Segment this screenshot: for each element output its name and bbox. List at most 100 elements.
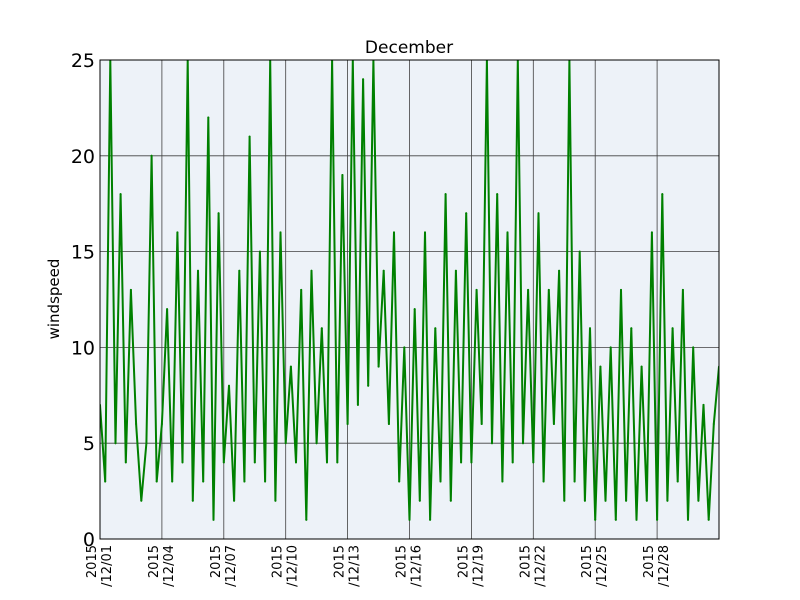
data-point xyxy=(614,518,617,521)
x-tick-date: /12/10 xyxy=(286,545,301,587)
data-point xyxy=(382,269,385,272)
data-point xyxy=(599,365,602,368)
x-tick-year: 2015 xyxy=(333,545,348,578)
data-point xyxy=(258,250,261,253)
data-point xyxy=(222,461,225,464)
x-tick-year: 2015 xyxy=(395,545,410,578)
data-point xyxy=(243,480,246,483)
x-tick-label: 2015/12/10 xyxy=(271,545,301,587)
data-point xyxy=(687,518,689,521)
data-point xyxy=(119,193,122,196)
data-point xyxy=(346,423,349,425)
data-point xyxy=(491,442,493,445)
data-point xyxy=(424,231,426,234)
data-point xyxy=(129,288,132,291)
y-axis: 0 5 10 15 20 25 xyxy=(71,50,95,551)
data-point xyxy=(393,231,395,234)
data-point xyxy=(197,269,199,272)
x-tick-label: 2015/12/16 xyxy=(395,545,425,587)
data-point xyxy=(367,384,370,387)
data-point xyxy=(702,403,705,406)
x-tick-label: 2015/12/07 xyxy=(209,545,239,587)
data-point xyxy=(413,308,416,311)
data-point xyxy=(434,327,437,330)
data-point xyxy=(475,288,478,291)
x-tick-date: /12/16 xyxy=(410,545,425,587)
x-tick-date: /12/07 xyxy=(224,545,239,587)
data-point xyxy=(547,288,550,291)
data-point xyxy=(135,423,138,425)
data-point xyxy=(284,442,287,445)
y-axis-label: windspeed xyxy=(45,259,63,340)
data-point xyxy=(511,461,514,464)
data-point xyxy=(212,518,215,521)
x-tick-label: 2015/12/19 xyxy=(456,545,486,587)
x-tick-date: /12/04 xyxy=(162,545,177,587)
data-point xyxy=(253,461,256,464)
data-point xyxy=(630,327,633,330)
data-point xyxy=(650,231,653,234)
x-tick-year: 2015 xyxy=(147,545,162,578)
data-point xyxy=(609,346,612,349)
data-point xyxy=(542,480,545,483)
data-point xyxy=(537,212,540,215)
data-point xyxy=(656,518,659,521)
data-point xyxy=(377,365,380,368)
y-tick-label: 10 xyxy=(71,337,95,359)
data-point xyxy=(439,480,442,483)
data-point xyxy=(341,174,344,176)
plot-frame xyxy=(99,59,720,540)
data-point xyxy=(140,499,143,502)
x-tick-date: /12/28 xyxy=(657,545,672,587)
x-tick-year: 2015 xyxy=(271,545,286,578)
data-point xyxy=(589,327,591,330)
y-tick-label: 25 xyxy=(71,50,95,72)
data-point xyxy=(300,288,303,291)
data-point xyxy=(604,499,607,502)
data-point xyxy=(176,231,179,234)
data-point xyxy=(315,442,318,445)
data-point xyxy=(522,442,524,445)
data-point xyxy=(150,154,153,157)
x-tick-label: 2015/12/22 xyxy=(518,545,548,587)
data-point xyxy=(104,480,107,483)
data-point xyxy=(563,499,566,502)
data-point xyxy=(496,193,499,196)
y-tick-label: 0 xyxy=(83,529,95,551)
data-point xyxy=(697,499,700,502)
data-point xyxy=(233,499,236,502)
data-point xyxy=(635,518,638,521)
data-point xyxy=(594,518,597,521)
y-tick-label: 5 xyxy=(83,433,95,455)
data-point xyxy=(207,116,210,119)
data-point xyxy=(264,480,267,483)
x-tick-date: /12/25 xyxy=(595,545,610,587)
data-point xyxy=(356,403,359,406)
x-tick-label: 2015/12/13 xyxy=(333,545,363,587)
data-point xyxy=(506,231,509,234)
data-point xyxy=(326,461,328,464)
data-point xyxy=(387,423,390,425)
grid-lines xyxy=(99,59,719,540)
data-point xyxy=(295,461,297,464)
data-point xyxy=(692,346,695,349)
x-tick-label: 2015/12/04 xyxy=(147,545,177,587)
data-point xyxy=(398,480,401,483)
data-point xyxy=(480,423,483,425)
x-tick-date: /12/13 xyxy=(348,545,363,587)
x-tick-label: 2015/12/28 xyxy=(642,545,672,587)
y-tick-label: 20 xyxy=(71,146,95,168)
data-point xyxy=(671,327,674,330)
data-point xyxy=(661,193,664,196)
data-point xyxy=(552,423,555,425)
data-point xyxy=(202,480,205,483)
data-point xyxy=(403,346,406,349)
data-point xyxy=(454,269,457,272)
chart-title: December xyxy=(365,38,453,58)
data-point xyxy=(217,212,220,215)
data-point xyxy=(171,480,174,483)
x-tick-year: 2015 xyxy=(580,545,595,578)
data-point xyxy=(583,499,586,502)
data-point xyxy=(620,288,622,291)
data-point xyxy=(320,327,323,330)
